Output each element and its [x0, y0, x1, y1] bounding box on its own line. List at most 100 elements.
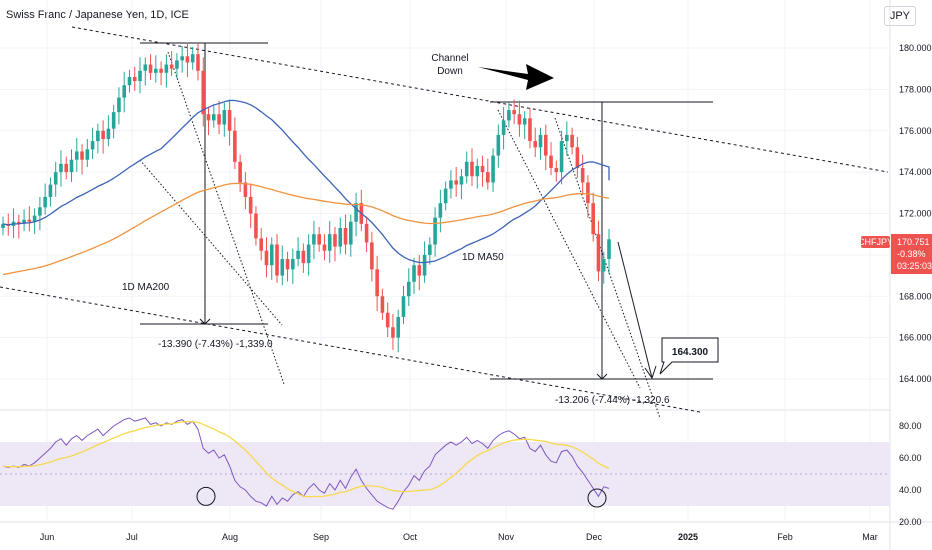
candle-body [491, 155, 495, 183]
candles[interactable] [1, 42, 611, 353]
price-tick-label: 174.000 [899, 167, 932, 177]
drop-label: -13.206 (-7.44%) -1,320.6 [555, 395, 670, 406]
candle-body [343, 227, 348, 245]
candle-body [464, 161, 469, 177]
candle-body [238, 161, 242, 183]
projection-arrowhead [644, 365, 657, 380]
inner-channel-line [554, 117, 661, 419]
candle-body [428, 244, 432, 255]
candle-body [190, 54, 195, 63]
candle-body [348, 221, 353, 245]
candle-body [438, 203, 443, 218]
chart-title: Swiss Franc / Japanese Yen, 1D, ICE [6, 9, 189, 21]
candle-body [222, 110, 227, 125]
drop-label: -13.390 (-7.43%) -1,339.0 [158, 339, 273, 350]
candle-body [591, 203, 595, 235]
candle-body [38, 207, 42, 216]
candle-body [565, 134, 569, 142]
candle-body [312, 234, 316, 245]
drawings[interactable] [0, 26, 889, 419]
candle-body [417, 265, 422, 276]
candle-body [333, 234, 337, 247]
candle-body [507, 110, 511, 121]
candle-body [74, 151, 79, 160]
candle-body [486, 172, 490, 183]
price-tick-label: 180.000 [899, 43, 932, 53]
candle-body [80, 151, 84, 160]
measure-arrowhead [199, 318, 211, 325]
currency-button[interactable]: JPY [883, 6, 916, 26]
candle-body [364, 223, 369, 243]
candle-body [96, 130, 100, 142]
target-box [659, 337, 719, 375]
candle-body [449, 180, 453, 189]
candle-body [480, 165, 485, 173]
candle-body [180, 56, 184, 61]
candle-body [517, 114, 522, 125]
price-tick-label: 164.000 [899, 374, 932, 384]
candle-body [264, 250, 269, 266]
candle-body [412, 265, 416, 282]
candle-body [1, 223, 5, 228]
candle-body [17, 221, 21, 224]
candle-body [90, 141, 95, 150]
candle-body [596, 234, 601, 272]
candle-body [248, 196, 253, 214]
time-tick-label: Jun [40, 532, 55, 542]
time-tick-label: Oct [403, 532, 418, 542]
candle-body [132, 76, 137, 82]
candle-body [512, 110, 516, 115]
rsi-tick-label: 20.00 [899, 517, 922, 527]
candle-body [338, 227, 343, 247]
candle-body [580, 167, 585, 183]
candle-body [327, 234, 332, 251]
candle-body [101, 130, 105, 140]
candle-body [27, 219, 32, 222]
rsi-ma-line [2, 421, 610, 498]
candle-body [254, 213, 258, 239]
candle-body [354, 203, 358, 222]
candle-body [496, 134, 501, 156]
candle-body [175, 60, 179, 69]
candle-body [533, 141, 538, 148]
candle-body [243, 182, 248, 197]
candle-body [554, 167, 559, 173]
candle-body [138, 70, 142, 82]
channel-upper-line [71, 26, 889, 173]
candle-body [470, 161, 474, 177]
annotation-labels: Channel Down -13.390 (-7.43%) -1,339.0 -13.… [122, 53, 932, 406]
candle-body [32, 215, 37, 222]
candle-body [169, 64, 174, 69]
candle-body [301, 250, 306, 264]
candle-body [285, 259, 290, 270]
candle-body [380, 296, 385, 313]
candle-body [117, 97, 121, 113]
candle-body [233, 130, 237, 162]
candle-body [227, 110, 232, 131]
candle-body [53, 172, 58, 185]
ma200-label: 1D MA200 [122, 282, 170, 293]
candle-body [370, 242, 374, 270]
ma200-line [2, 182, 610, 276]
ma50-line [2, 99, 610, 264]
moving-averages [2, 99, 610, 276]
candle-body [85, 149, 90, 160]
candle-body [528, 118, 532, 142]
rsi-tick-label: 60.00 [899, 453, 922, 463]
candle-body [475, 165, 480, 177]
candle-body [459, 176, 464, 185]
candle-body [443, 188, 448, 204]
candle-body [59, 163, 63, 173]
rsi-tick-label: 40.00 [899, 485, 922, 495]
candle-body [143, 64, 148, 71]
candle-body [64, 163, 69, 173]
grid-lines [0, 0, 890, 522]
candle-body [396, 316, 401, 338]
candle-body [586, 182, 590, 204]
rsi-pane[interactable] [0, 417, 890, 510]
candle-body [296, 250, 300, 260]
candle-body [406, 281, 411, 297]
channel-lower-line [0, 286, 701, 413]
price-tag-value: 170.751 [897, 237, 930, 247]
